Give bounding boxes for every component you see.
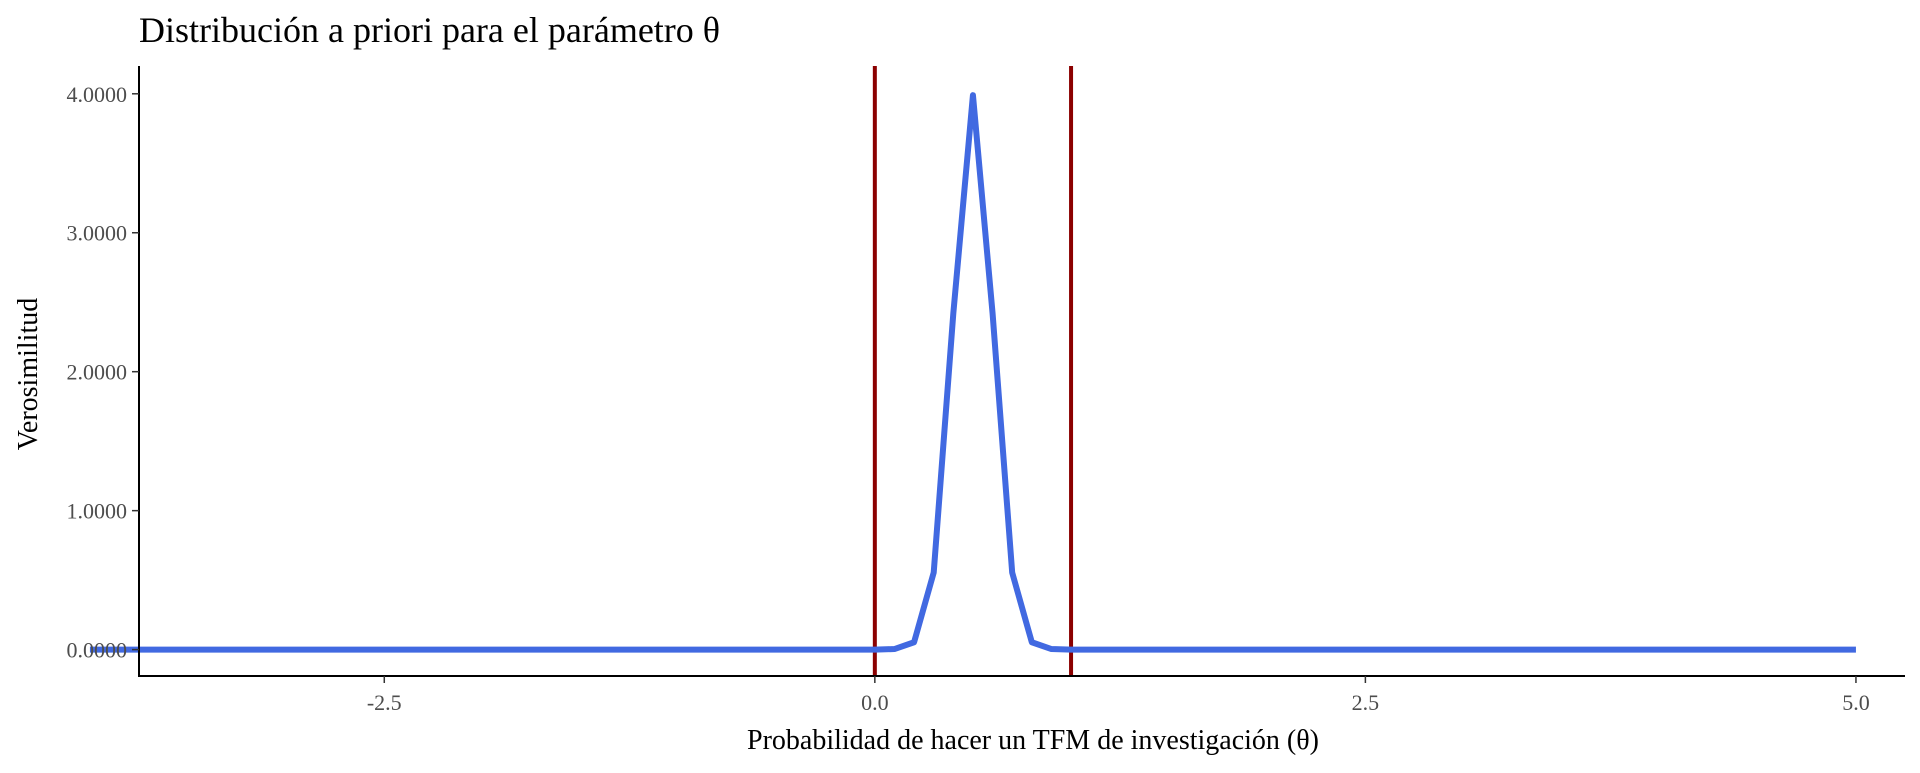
x-tick-label: 0.0 bbox=[861, 690, 889, 715]
y-tick-label: 4.0000 bbox=[67, 82, 128, 107]
y-tick-label: 0.0000 bbox=[67, 638, 128, 663]
y-axis-title: Verosimilitud bbox=[13, 298, 44, 450]
vertical-reference-lines bbox=[872, 66, 1074, 676]
y-tick-label: 2.0000 bbox=[67, 360, 128, 385]
series-line-0 bbox=[89, 92, 1856, 653]
y-tick-label: 3.0000 bbox=[67, 221, 128, 246]
series-layer bbox=[89, 92, 1856, 653]
chart-title: Distribución a priori para el parámetro … bbox=[139, 10, 720, 50]
y-tick-label: 1.0000 bbox=[67, 499, 128, 524]
x-axis-title: Probabilidad de hacer un TFM de investig… bbox=[747, 725, 1319, 756]
x-tick-label: -2.5 bbox=[367, 690, 402, 715]
x-tick-label: 2.5 bbox=[1352, 690, 1380, 715]
x-tick-label: 5.0 bbox=[1842, 690, 1870, 715]
axes: -2.5 0.0 2.5 5.0 0.0000 1.0000 2.0000 3.0000 4.0… bbox=[67, 66, 1905, 715]
